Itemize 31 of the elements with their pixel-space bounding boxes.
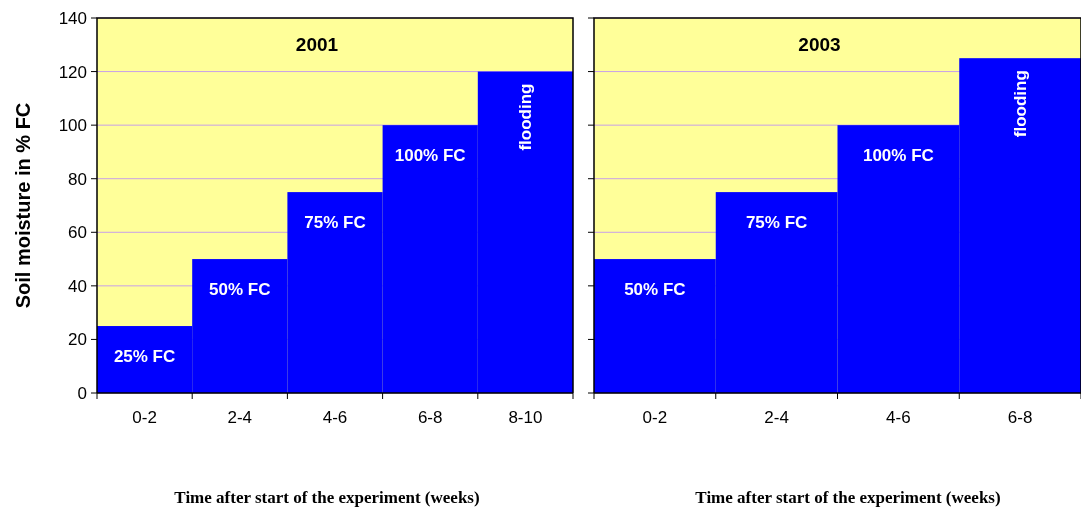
- x-tick-label: 2-4: [227, 408, 253, 427]
- x-axis-title: Time after start of the experiment (weeks): [695, 488, 1001, 507]
- x-tick-label: 8-10: [508, 408, 543, 427]
- y-tick-label: 0: [77, 383, 87, 403]
- y-tick-label: 20: [68, 330, 87, 350]
- data-label: flooding: [1011, 70, 1031, 138]
- x-tick-label: 0-2: [642, 408, 668, 427]
- x-axis-title: Time after start of the experiment (weeks): [174, 488, 480, 507]
- data-label: 100% FC: [394, 146, 466, 166]
- x-tick-label: 0-2: [132, 408, 157, 427]
- y-tick-label: 80: [68, 169, 87, 189]
- data-label: flooding: [516, 83, 536, 151]
- y-tick-label: 140: [58, 8, 87, 28]
- x-tick-label: 4-6: [886, 408, 911, 427]
- data-label: 75% FC: [745, 213, 808, 233]
- data-label: 50% FC: [624, 280, 686, 300]
- data-label: 25% FC: [113, 347, 176, 367]
- y-tick-label: 100: [58, 116, 87, 136]
- y-tick-label: 40: [68, 276, 87, 296]
- text: 2001: [295, 34, 339, 55]
- data-label: 75% FC: [304, 213, 366, 233]
- text: 2003: [798, 34, 841, 55]
- x-tick-label: 6-8: [1007, 408, 1033, 427]
- x-tick-label: 4-6: [322, 408, 348, 427]
- y-tick-label: 60: [68, 223, 87, 243]
- x-tick-label: 6-8: [417, 408, 443, 427]
- data-label: 50% FC: [209, 280, 271, 300]
- x-tick-label: 2-4: [764, 408, 789, 427]
- data-label: 100% FC: [862, 146, 934, 166]
- y-tick-label: 120: [58, 62, 87, 82]
- y-axis-title: Soil moisture in % FC: [12, 102, 34, 309]
